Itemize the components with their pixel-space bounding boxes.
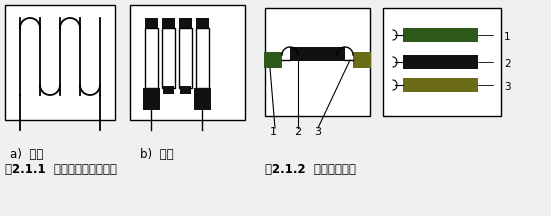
Bar xyxy=(265,8,370,116)
Bar xyxy=(5,5,115,120)
Bar xyxy=(403,28,478,42)
Bar xyxy=(403,78,478,92)
Text: 2: 2 xyxy=(294,127,301,137)
Text: 图2.1.2  半导体应变片: 图2.1.2 半导体应变片 xyxy=(265,163,356,176)
Text: 2: 2 xyxy=(504,59,511,69)
Bar xyxy=(179,18,192,28)
Bar xyxy=(383,8,501,116)
Bar xyxy=(145,18,158,28)
Bar xyxy=(130,5,245,120)
Bar xyxy=(143,88,160,110)
Bar xyxy=(290,47,345,61)
Text: 1: 1 xyxy=(504,32,511,42)
Bar xyxy=(403,55,478,69)
Bar xyxy=(196,28,209,88)
Text: 1: 1 xyxy=(269,127,277,137)
Bar xyxy=(196,18,209,28)
Bar xyxy=(145,28,158,88)
Bar xyxy=(180,86,191,94)
Text: b)  箔式: b) 箔式 xyxy=(140,148,174,161)
Text: a)  丝式: a) 丝式 xyxy=(10,148,44,161)
Bar xyxy=(264,52,282,68)
Bar xyxy=(179,28,192,88)
Bar xyxy=(162,28,175,88)
Text: 3: 3 xyxy=(504,82,511,92)
Bar xyxy=(163,86,174,94)
Bar xyxy=(353,52,371,68)
Text: 图2.1.1  金属电阻应变片结构: 图2.1.1 金属电阻应变片结构 xyxy=(5,163,117,176)
Text: 3: 3 xyxy=(315,127,321,137)
Bar xyxy=(194,88,211,110)
Bar xyxy=(162,18,175,28)
